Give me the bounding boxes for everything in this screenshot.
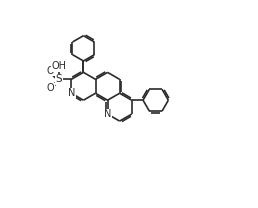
Text: S: S — [55, 74, 62, 84]
Text: O: O — [47, 83, 54, 93]
Text: N: N — [104, 109, 111, 119]
Text: N: N — [68, 88, 75, 98]
Text: O: O — [47, 66, 54, 76]
Text: OH: OH — [51, 61, 66, 71]
